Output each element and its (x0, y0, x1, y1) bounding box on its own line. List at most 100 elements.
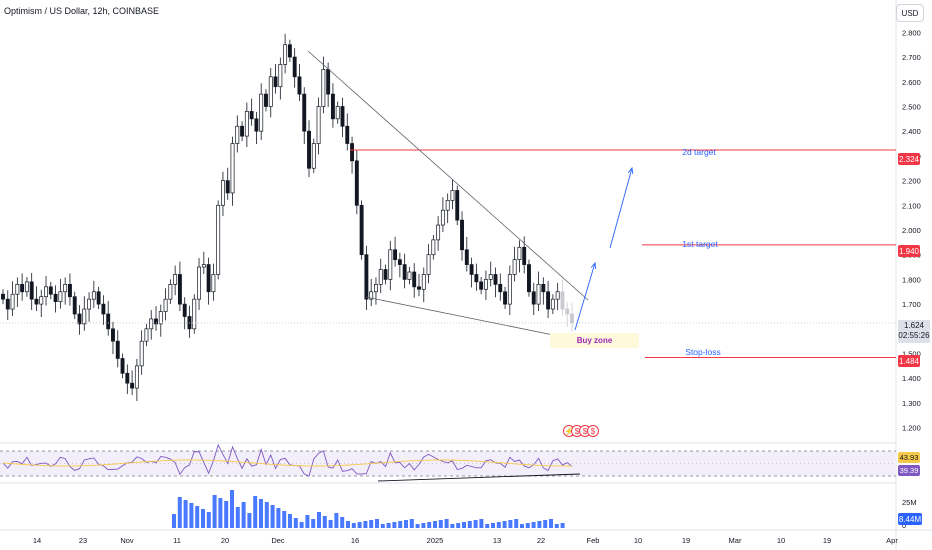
candle-body (201, 264, 206, 268)
candle-body (211, 274, 216, 293)
target2-price-tag: 2.324 (898, 153, 920, 165)
volume-bar (282, 511, 287, 528)
candle-body (144, 328, 149, 342)
candle-body (5, 298, 10, 310)
candle-body (283, 44, 288, 65)
chart-title: Optimism / US Dollar, 12h, COINBASE (4, 6, 160, 16)
x-tick-label: 19 (823, 536, 831, 545)
volume-bar (270, 505, 275, 528)
volume-bar (334, 513, 339, 528)
x-tick-label: 16 (351, 536, 359, 545)
current-price-tag: 1.624 02:55:26 (898, 320, 930, 343)
y-tick-label: 2.400 (902, 127, 921, 136)
volume-bar (491, 523, 495, 528)
candle-body (297, 76, 302, 95)
candle-body (479, 281, 484, 290)
candle-body (498, 284, 503, 293)
candle-body (311, 143, 316, 169)
volume-bar (479, 519, 484, 528)
candle-body (101, 303, 106, 315)
candle-body (130, 382, 135, 389)
volume-bar (386, 523, 391, 528)
candle-body (378, 269, 383, 285)
candle-body (259, 93, 264, 132)
y-tick-label: 2.700 (902, 53, 921, 62)
volume-bar (433, 521, 437, 528)
projection-arrow-1 (574, 262, 596, 331)
volume-bar (311, 519, 316, 528)
candle-body (316, 106, 321, 144)
candle-body (450, 190, 455, 201)
candle-body (192, 298, 197, 330)
volume-bar (212, 495, 217, 528)
candle-body (359, 204, 364, 256)
volume-bar (485, 524, 490, 528)
volume-bar (357, 522, 362, 528)
candle-body (106, 313, 111, 330)
candle-body (565, 308, 570, 315)
volume-bar (549, 519, 553, 528)
volume-bar (427, 522, 432, 528)
candle-body (154, 318, 158, 325)
candle-body (287, 44, 292, 58)
volume-bar (235, 507, 240, 528)
candle-body (15, 284, 20, 295)
volume-bar (189, 503, 194, 528)
candle-body (340, 106, 345, 127)
volume-bar (438, 520, 443, 528)
candle-body (469, 264, 474, 275)
y-tick-label: 1.300 (902, 399, 921, 408)
y-tick-label: 2.000 (902, 226, 921, 235)
candle-body (230, 143, 235, 194)
candle-body (431, 239, 436, 256)
volume-bar (375, 519, 379, 528)
volume-bar (525, 523, 530, 528)
candle-body (402, 264, 407, 280)
y-tick-label: 1.700 (902, 300, 921, 309)
y-tick-label: 1.400 (902, 374, 921, 383)
candle-body (426, 254, 431, 275)
x-tick-label: 20 (221, 536, 229, 545)
dividend-icon[interactable]: $ (587, 425, 599, 437)
volume-bar (415, 524, 420, 528)
volume-bar (253, 496, 258, 528)
target1-label: 1st target (682, 239, 718, 249)
x-tick-label: 10 (777, 536, 785, 545)
candle-body (173, 274, 178, 285)
events-bar[interactable]: ⚡ $ $ $ (563, 425, 599, 439)
candle-body (58, 291, 63, 302)
volume-bar (299, 522, 304, 528)
x-tick-label: 23 (79, 536, 87, 545)
stoploss-price-tag: 1.484 (898, 355, 920, 367)
volume-bar (247, 513, 252, 528)
volume-bar (201, 509, 205, 528)
candle-body (91, 291, 96, 300)
x-tick-label: Nov (120, 536, 134, 545)
candle-body (1, 293, 5, 300)
currency-button[interactable]: USD (896, 4, 924, 22)
rsi-ma-tag: 43.93 (898, 452, 920, 463)
volume-bar (346, 521, 350, 528)
candle-body (460, 219, 464, 251)
candle-body (421, 274, 426, 290)
candle-body (10, 293, 15, 310)
candle-body (493, 274, 498, 285)
candle-body (67, 284, 72, 298)
candle-body (158, 311, 163, 325)
volume-bar (230, 490, 234, 528)
volume-bar (224, 501, 229, 528)
candle-body (369, 291, 374, 300)
x-tick-label: 10 (634, 536, 642, 545)
candle-body (125, 372, 130, 384)
volume-bar (380, 524, 385, 528)
candle-body (345, 125, 350, 144)
volume-bar (328, 520, 333, 528)
candle-body (48, 286, 53, 295)
volume-bar (473, 520, 478, 528)
candle-body (120, 358, 125, 374)
candle-body (560, 291, 565, 310)
candle-body (483, 279, 488, 290)
x-tick-label: 19 (682, 536, 690, 545)
candle-body (412, 271, 417, 288)
